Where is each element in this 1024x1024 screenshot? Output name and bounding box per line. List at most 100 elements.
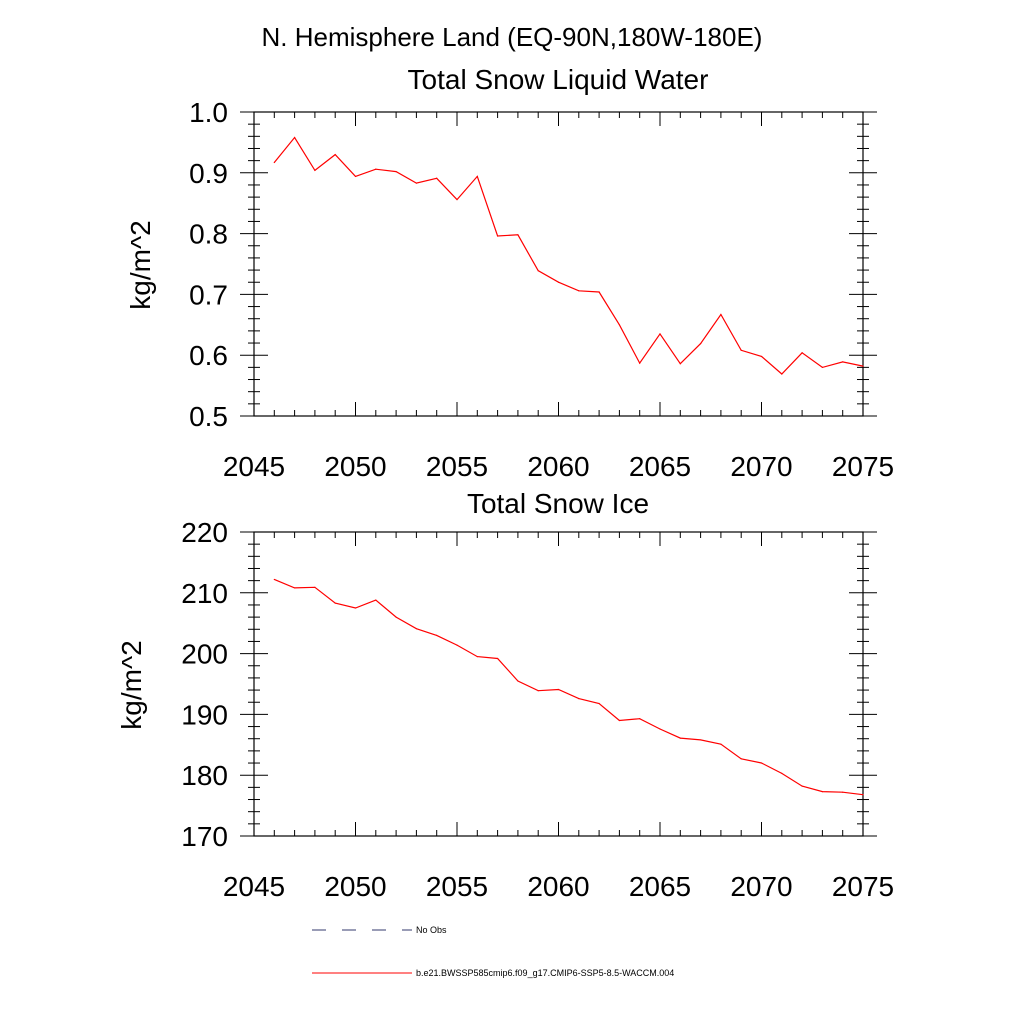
data-point [395,616,397,618]
x-tick-label: 2055 [426,451,488,482]
data-point [679,363,681,365]
y-tick-label: 0.7 [189,279,228,310]
data-point [537,270,539,272]
data-point [842,791,844,793]
data-point [639,718,641,720]
legend-label-model: b.e21.BWSSP585cmip6.f09_g17.CMIP6-SSP5-8… [416,968,674,978]
data-point [294,136,296,139]
legend-label-no-obs: No Obs [416,925,447,935]
data-point [334,602,336,604]
data-point [517,680,519,682]
y-tick-label: 200 [181,639,228,670]
y-tick-label: 170 [181,821,228,852]
y-tick-label: 190 [181,699,228,730]
y-tick-label: 0.6 [189,340,228,371]
data-point [476,175,478,178]
x-tick-label: 2055 [426,871,488,902]
y-axis-label-snow-ice: kg/m^2 [116,640,147,729]
data-point [395,170,397,173]
data-point [659,333,661,335]
data-point [456,644,458,646]
legend: No Obs b.e21.BWSSP585cmip6.f09_g17.CMIP6… [312,925,674,978]
data-point [740,758,742,760]
page-title: N. Hemisphere Land (EQ-90N,180W-180E) [262,22,763,52]
data-point [639,362,641,364]
data-point [700,739,702,741]
data-point [334,153,336,156]
x-tick-label: 2060 [527,451,589,482]
data-point [314,586,316,588]
data-point [375,168,377,170]
data-point [821,366,824,368]
data-point [679,737,681,739]
data-point [476,656,478,658]
plot-panel-snow-ice: 2045 2050 2055 2060 2065 2070 2075 170 180 190 200… [181,517,894,902]
data-point [781,373,783,375]
data-point [578,697,580,700]
data-point [557,688,560,691]
data-point [415,182,417,184]
data-point [456,198,458,201]
data-point [700,343,702,345]
data-point [821,791,824,793]
data-point [375,599,377,601]
data-point [618,324,621,326]
data-point [842,361,844,363]
x-tick-label: 2075 [832,871,894,902]
series-line [274,578,864,796]
data-point [517,234,519,236]
x-tick-label: 2065 [629,451,691,482]
plot-frame [253,111,864,417]
x-tick-label: 2060 [527,871,589,902]
x-tick-label: 2065 [629,871,691,902]
data-point [801,352,803,354]
data-point [436,634,438,636]
data-point [598,291,600,293]
data-point [781,772,783,774]
data-point [862,794,864,796]
data-point [760,762,763,764]
chart-title-snow-liquid: Total Snow Liquid Water [408,64,709,95]
data-point [354,607,357,609]
series-line [273,136,864,375]
x-tick-label: 2075 [832,451,894,482]
data-point [314,169,316,171]
data-point [862,365,864,367]
data-point [598,702,600,705]
y-tick-label: 210 [181,578,228,609]
data-point [436,177,438,179]
data-point [537,690,539,692]
y-tick-label: 0.9 [189,158,228,189]
chart-title-snow-ice: Total Snow Ice [467,488,649,519]
data-point [659,728,661,730]
x-tick-label: 2050 [324,871,386,902]
y-tick-label: 0.8 [189,219,228,250]
data-point [618,719,621,722]
data-point [273,161,275,164]
y-tick-label: 220 [181,517,228,548]
data-point [740,349,742,351]
data-point [801,785,803,787]
y-axis-label-snow-liquid: kg/m^2 [125,220,156,309]
data-point [497,657,499,660]
x-tick-label: 2045 [223,871,285,902]
data-point [354,175,357,178]
y-tick-label: 180 [181,760,228,791]
x-tick-label: 2045 [223,451,285,482]
x-tick-label: 2070 [730,451,792,482]
plot-frame [253,531,864,837]
data-point [415,628,417,630]
data-point [720,313,722,316]
plot-panel-snow-liquid: 2045 2050 2055 2060 2065 2070 2075 0.5 0.6 0.7 0.8… [189,97,894,482]
data-point [720,743,722,745]
data-point [760,355,763,358]
data-point [497,235,499,237]
y-tick-label: 0.5 [189,401,228,432]
data-point [578,290,580,292]
y-tick-label: 1.0 [189,97,228,128]
data-point [557,281,560,283]
data-point [273,578,275,581]
x-tick-label: 2070 [730,871,792,902]
x-tick-label: 2050 [324,451,386,482]
